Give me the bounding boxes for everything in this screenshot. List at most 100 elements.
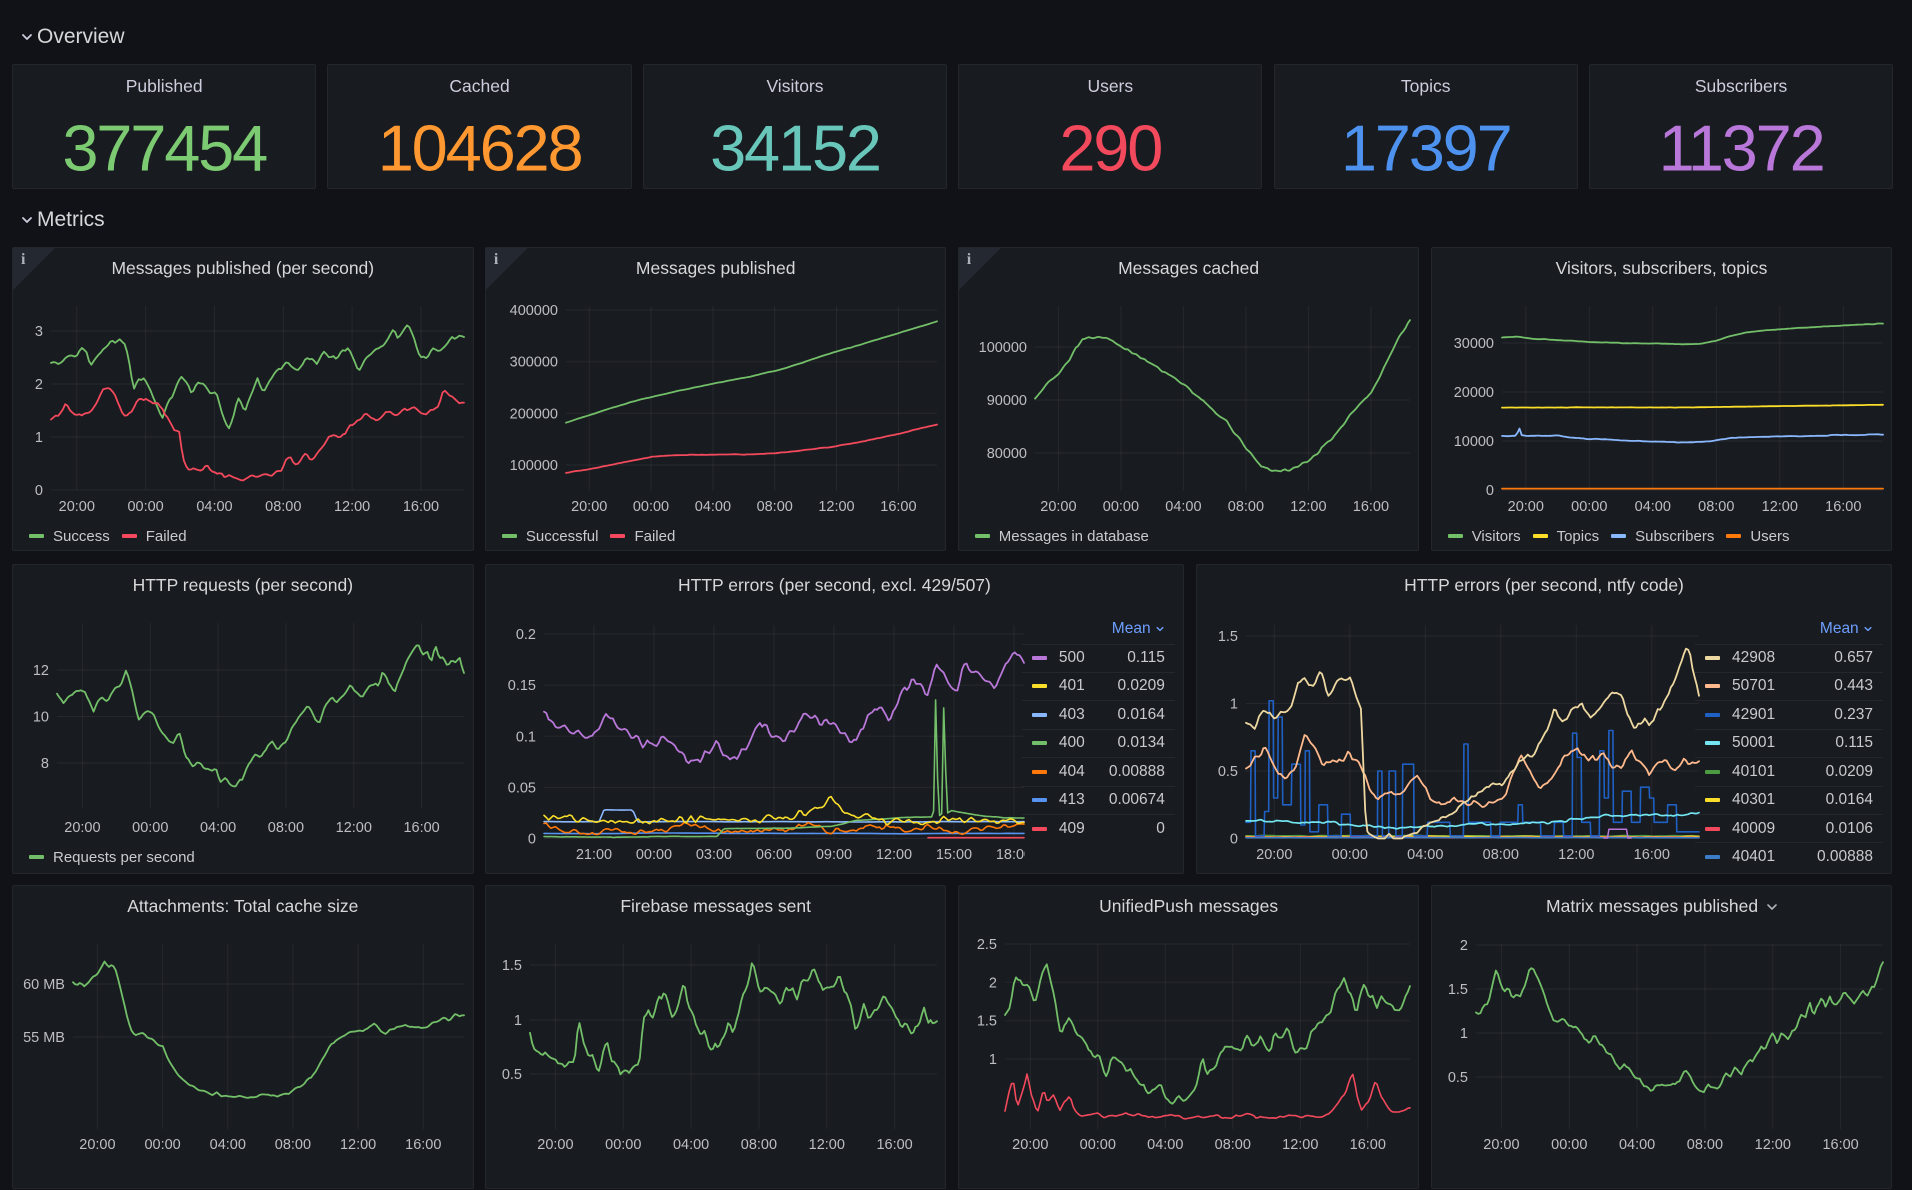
svg-text:16:00: 16:00 bbox=[1822, 1137, 1858, 1153]
svg-text:16:00: 16:00 bbox=[1353, 499, 1389, 515]
svg-text:08:00: 08:00 bbox=[1698, 499, 1734, 515]
svg-text:16:00: 16:00 bbox=[1349, 1137, 1385, 1153]
svg-text:1: 1 bbox=[35, 430, 43, 446]
svg-text:16:00: 16:00 bbox=[880, 499, 916, 515]
svg-text:12:00: 12:00 bbox=[809, 1137, 845, 1153]
svg-text:04:00: 04:00 bbox=[196, 499, 232, 515]
svg-text:200000: 200000 bbox=[510, 406, 558, 422]
svg-text:20:00: 20:00 bbox=[59, 499, 95, 515]
svg-text:08:00: 08:00 bbox=[1686, 1137, 1722, 1153]
svg-text:00:00: 00:00 bbox=[1079, 1137, 1115, 1153]
svg-text:20:00: 20:00 bbox=[64, 820, 100, 836]
svg-text:2: 2 bbox=[989, 975, 997, 991]
svg-text:15:00: 15:00 bbox=[936, 847, 972, 863]
svg-text:08:00: 08:00 bbox=[275, 1137, 311, 1153]
svg-text:12:00: 12:00 bbox=[336, 820, 372, 836]
svg-text:20:00: 20:00 bbox=[1256, 847, 1292, 863]
svg-text:04:00: 04:00 bbox=[695, 499, 731, 515]
svg-text:04:00: 04:00 bbox=[210, 1137, 246, 1153]
svg-text:00:00: 00:00 bbox=[1103, 499, 1139, 515]
svg-text:20000: 20000 bbox=[1453, 385, 1493, 401]
svg-text:20:00: 20:00 bbox=[1507, 499, 1543, 515]
svg-text:04:00: 04:00 bbox=[673, 1137, 709, 1153]
svg-text:04:00: 04:00 bbox=[200, 820, 236, 836]
svg-text:12:00: 12:00 bbox=[1754, 1137, 1790, 1153]
svg-text:0.2: 0.2 bbox=[516, 627, 536, 643]
svg-text:8: 8 bbox=[41, 756, 49, 772]
svg-text:10: 10 bbox=[33, 710, 49, 726]
svg-text:20:00: 20:00 bbox=[537, 1137, 573, 1153]
svg-text:10000: 10000 bbox=[1453, 434, 1493, 450]
svg-text:16:00: 16:00 bbox=[1825, 499, 1861, 515]
svg-text:0: 0 bbox=[1230, 832, 1238, 848]
svg-text:12:00: 12:00 bbox=[1761, 499, 1797, 515]
svg-text:03:00: 03:00 bbox=[696, 847, 732, 863]
svg-text:00:00: 00:00 bbox=[127, 499, 163, 515]
svg-text:00:00: 00:00 bbox=[144, 1137, 180, 1153]
svg-text:0.05: 0.05 bbox=[508, 780, 536, 796]
svg-text:12: 12 bbox=[33, 663, 49, 679]
svg-text:04:00: 04:00 bbox=[1619, 1137, 1655, 1153]
svg-text:16:00: 16:00 bbox=[876, 1137, 912, 1153]
svg-text:0.15: 0.15 bbox=[508, 678, 536, 694]
svg-text:1: 1 bbox=[514, 1013, 522, 1029]
svg-text:04:00: 04:00 bbox=[1165, 499, 1201, 515]
svg-text:12:00: 12:00 bbox=[1558, 847, 1594, 863]
svg-text:400000: 400000 bbox=[510, 303, 558, 319]
svg-text:08:00: 08:00 bbox=[1214, 1137, 1250, 1153]
svg-text:1: 1 bbox=[1460, 1026, 1468, 1042]
svg-text:1.5: 1.5 bbox=[1448, 982, 1468, 998]
svg-text:0.5: 0.5 bbox=[1218, 764, 1238, 780]
svg-text:12:00: 12:00 bbox=[1290, 499, 1326, 515]
svg-text:80000: 80000 bbox=[987, 446, 1027, 462]
svg-text:04:00: 04:00 bbox=[1147, 1137, 1183, 1153]
svg-text:12:00: 12:00 bbox=[334, 499, 370, 515]
svg-text:0: 0 bbox=[528, 831, 536, 847]
svg-text:300000: 300000 bbox=[510, 355, 558, 371]
svg-text:55 MB: 55 MB bbox=[23, 1030, 65, 1046]
svg-text:08:00: 08:00 bbox=[265, 499, 301, 515]
svg-text:00:00: 00:00 bbox=[605, 1137, 641, 1153]
svg-text:1: 1 bbox=[1230, 697, 1238, 713]
svg-text:20:00: 20:00 bbox=[79, 1137, 115, 1153]
svg-text:1.5: 1.5 bbox=[1218, 629, 1238, 645]
svg-text:100000: 100000 bbox=[510, 458, 558, 474]
svg-text:00:00: 00:00 bbox=[636, 847, 672, 863]
svg-text:1: 1 bbox=[989, 1052, 997, 1068]
svg-text:20:00: 20:00 bbox=[1012, 1137, 1048, 1153]
svg-text:08:00: 08:00 bbox=[268, 820, 304, 836]
svg-text:20:00: 20:00 bbox=[1483, 1137, 1519, 1153]
svg-text:2: 2 bbox=[35, 377, 43, 393]
svg-text:00:00: 00:00 bbox=[1551, 1137, 1587, 1153]
svg-text:2: 2 bbox=[1460, 938, 1468, 954]
svg-text:12:00: 12:00 bbox=[1282, 1137, 1318, 1153]
svg-text:3: 3 bbox=[35, 324, 43, 340]
svg-text:00:00: 00:00 bbox=[1332, 847, 1368, 863]
svg-text:06:00: 06:00 bbox=[756, 847, 792, 863]
svg-text:08:00: 08:00 bbox=[1483, 847, 1519, 863]
svg-text:12:00: 12:00 bbox=[876, 847, 912, 863]
svg-text:00:00: 00:00 bbox=[633, 499, 669, 515]
svg-text:09:00: 09:00 bbox=[816, 847, 852, 863]
svg-text:20:00: 20:00 bbox=[1040, 499, 1076, 515]
svg-text:30000: 30000 bbox=[1453, 336, 1493, 352]
svg-text:16:00: 16:00 bbox=[403, 820, 439, 836]
svg-text:20:00: 20:00 bbox=[571, 499, 607, 515]
svg-text:16:00: 16:00 bbox=[403, 499, 439, 515]
svg-text:12:00: 12:00 bbox=[340, 1137, 376, 1153]
svg-text:2.5: 2.5 bbox=[977, 937, 997, 953]
svg-text:04:00: 04:00 bbox=[1634, 499, 1670, 515]
svg-text:00:00: 00:00 bbox=[1571, 499, 1607, 515]
svg-text:16:00: 16:00 bbox=[1634, 847, 1670, 863]
svg-text:00:00: 00:00 bbox=[132, 820, 168, 836]
svg-text:08:00: 08:00 bbox=[741, 1137, 777, 1153]
svg-text:21:00: 21:00 bbox=[576, 847, 612, 863]
svg-text:12:00: 12:00 bbox=[818, 499, 854, 515]
svg-text:1.5: 1.5 bbox=[977, 1014, 997, 1030]
svg-text:0.1: 0.1 bbox=[516, 729, 536, 745]
svg-text:0: 0 bbox=[35, 483, 43, 499]
svg-text:18:00: 18:00 bbox=[996, 847, 1032, 863]
svg-text:0: 0 bbox=[1486, 483, 1494, 499]
svg-text:04:00: 04:00 bbox=[1407, 847, 1443, 863]
svg-text:16:00: 16:00 bbox=[405, 1137, 441, 1153]
